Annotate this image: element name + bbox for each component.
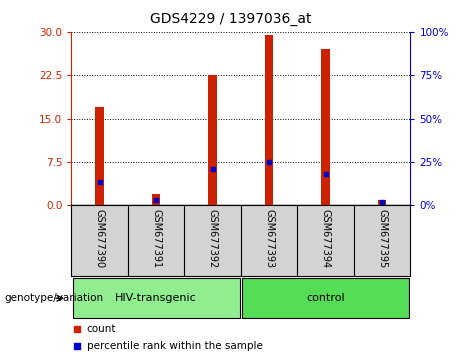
Point	[73, 343, 81, 348]
Text: genotype/variation: genotype/variation	[5, 293, 104, 303]
Text: control: control	[306, 293, 345, 303]
Bar	[208, 75, 217, 205]
Point	[378, 200, 386, 205]
Bar	[152, 194, 160, 205]
Text: HIV-transgenic: HIV-transgenic	[115, 293, 197, 303]
Bar	[321, 49, 330, 205]
FancyBboxPatch shape	[242, 278, 409, 318]
Point	[322, 171, 329, 176]
Text: count: count	[87, 324, 116, 334]
Bar	[378, 200, 386, 205]
FancyBboxPatch shape	[72, 278, 240, 318]
Text: GSM677391: GSM677391	[151, 209, 161, 268]
Text: GSM677395: GSM677395	[377, 209, 387, 268]
Text: GDS4229 / 1397036_at: GDS4229 / 1397036_at	[150, 12, 311, 27]
Point	[73, 326, 81, 332]
Text: percentile rank within the sample: percentile rank within the sample	[87, 341, 263, 350]
Point	[209, 167, 216, 172]
Bar	[95, 107, 104, 205]
Text: GSM677390: GSM677390	[95, 209, 105, 268]
Point	[96, 179, 103, 185]
Point	[153, 197, 160, 202]
Text: GSM677393: GSM677393	[264, 209, 274, 268]
Text: GSM677392: GSM677392	[207, 209, 218, 268]
Bar	[265, 35, 273, 205]
Text: GSM677394: GSM677394	[320, 209, 331, 268]
Point	[266, 159, 273, 165]
